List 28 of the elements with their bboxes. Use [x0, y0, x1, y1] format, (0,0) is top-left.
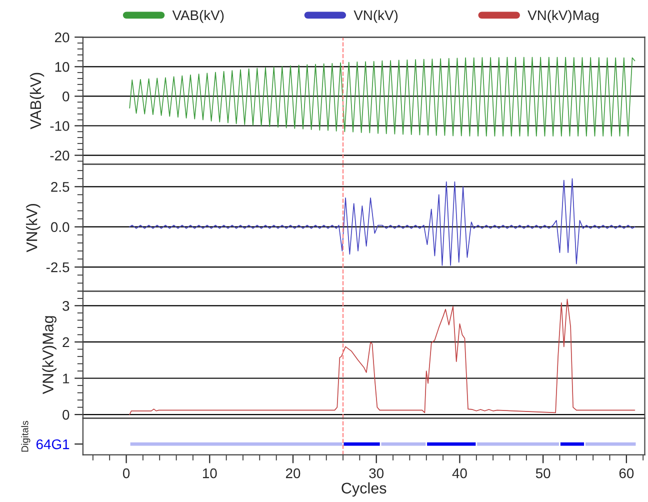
x-tick-label: 0: [122, 468, 130, 478]
y-tick-label: 64G1: [36, 439, 70, 450]
y-tick-label: 0: [62, 92, 70, 102]
y-tick-label: 0.0: [50, 222, 70, 232]
y-tick-label: -2.5: [46, 262, 70, 272]
y-tick-label: 10: [55, 62, 70, 72]
x-axis-title: Cycles: [342, 482, 386, 497]
y-axis-title: Digitals: [21, 420, 30, 452]
y-tick-label: 1: [63, 374, 70, 384]
y-axis-title: VN(kV)Mag: [42, 316, 56, 394]
y-axis-title: VAB(kV): [30, 72, 44, 130]
y-tick-label: 2.5: [51, 182, 70, 192]
x-tick-label: 60: [619, 468, 634, 478]
x-tick-label: 20: [286, 468, 300, 478]
legend-label: VAB(kV): [172, 10, 224, 23]
y-tick-label: -10: [50, 121, 70, 131]
y-tick-label: -20: [50, 150, 70, 160]
legend-label: VN(kV)Mag: [528, 10, 598, 23]
y-tick-label: 2: [62, 337, 70, 347]
y-axis-title: VN(kV): [26, 204, 40, 252]
x-tick-label: 10: [202, 468, 217, 478]
y-tick-label: 0: [62, 410, 70, 420]
x-tick-label: 40: [452, 468, 467, 478]
y-tick-label: 3: [62, 301, 70, 311]
y-tick-label: 20: [55, 32, 70, 42]
legend-label: VN(kV): [354, 10, 398, 23]
x-tick-label: 50: [536, 468, 550, 478]
x-tick-label: 30: [369, 468, 384, 478]
